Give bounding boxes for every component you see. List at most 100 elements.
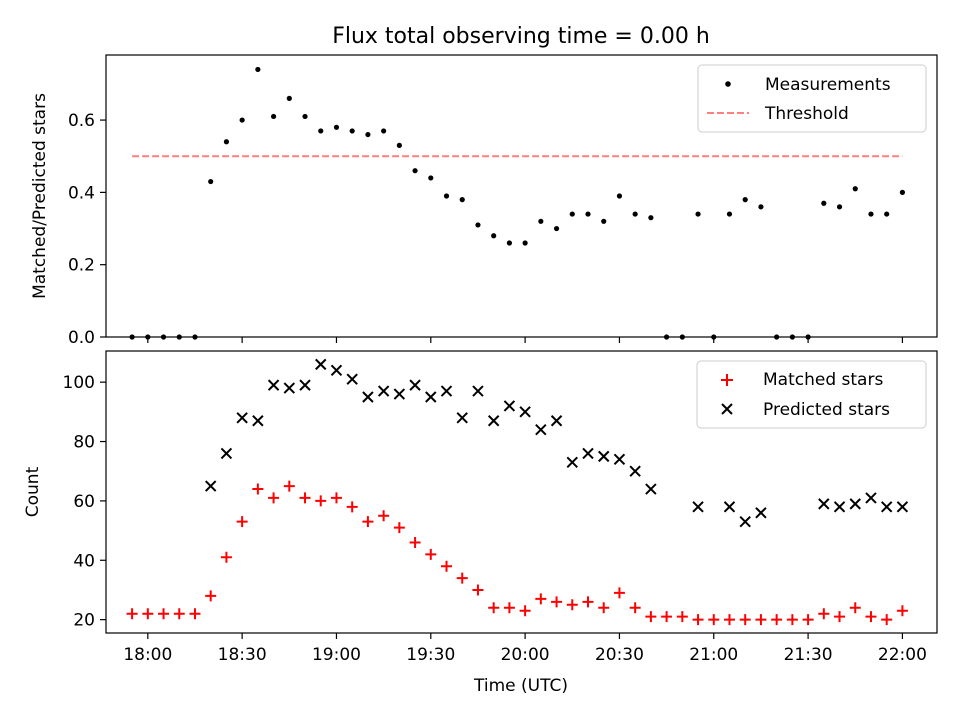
measurement-point	[553, 225, 560, 232]
measurement-point	[428, 175, 434, 181]
legend-predicted-label: Predicted stars	[763, 400, 890, 420]
matched-star-point	[786, 614, 798, 626]
predicted-star-point	[377, 385, 390, 397]
predicted-star-point	[833, 501, 846, 513]
measurement-point	[208, 178, 214, 185]
measurement-point	[475, 222, 481, 228]
predicted-star-point	[645, 483, 657, 495]
bottom-y-tick-label-3: 80	[73, 433, 95, 453]
predicted-star-point	[487, 415, 500, 427]
matched-star-point	[330, 492, 342, 504]
bottom-y-axis-label: Count	[23, 466, 43, 517]
measurement-point	[852, 186, 858, 192]
matched-star-point	[488, 602, 500, 614]
matched-star-point	[283, 480, 295, 492]
measurement-point	[648, 215, 654, 221]
predicted-star-point	[723, 501, 736, 513]
measurement-point	[176, 334, 182, 340]
predicted-star-point	[519, 406, 531, 418]
bottom-y-tick-label-0: 20	[73, 611, 95, 631]
x-tick-label-2: 19:00	[312, 645, 361, 665]
top-y-tick-label-0: 0.0	[68, 328, 95, 348]
measurement-point	[774, 334, 780, 340]
matched-star-point	[441, 560, 453, 572]
measurement-point	[632, 211, 638, 217]
matched-star-point	[739, 614, 751, 626]
predicted-star-point	[755, 507, 767, 519]
matched-star-point	[849, 602, 861, 614]
measurement-point	[585, 211, 591, 217]
matched-star-point	[456, 572, 468, 584]
legend-measurements-label: Measurements	[765, 75, 891, 95]
top-y-tick-label-3: 0.6	[68, 111, 95, 131]
measurement-point	[805, 334, 811, 340]
predicted-star-point	[535, 423, 547, 436]
predicted-star-point	[252, 415, 264, 427]
matched-star-point	[708, 614, 720, 626]
predicted-star-point	[346, 373, 358, 385]
matched-star-point	[378, 510, 390, 522]
predicted-star-point	[409, 379, 421, 391]
matched-star-point	[472, 584, 484, 596]
matched-star-point	[346, 501, 358, 513]
legend-measurements-marker	[725, 81, 731, 87]
matched-star-point	[425, 548, 437, 560]
measurement-point	[459, 197, 465, 203]
matched-star-point	[409, 536, 421, 548]
matched-star-point	[818, 608, 830, 620]
predicted-star-point	[818, 498, 830, 510]
x-tick-label-5: 20:30	[595, 645, 644, 665]
measurement-point	[396, 142, 402, 148]
measurement-point	[601, 218, 607, 224]
measurement-point	[381, 128, 387, 134]
predicted-star-point	[204, 480, 217, 492]
matched-star-point	[315, 495, 327, 507]
matched-star-point	[142, 608, 154, 620]
measurement-point	[726, 211, 733, 217]
top-axes-frame	[105, 54, 938, 338]
x-tick-label-6: 21:00	[689, 645, 738, 665]
legend-threshold-label: Threshold	[764, 104, 849, 124]
x-tick-label-7: 21:30	[784, 645, 833, 665]
predicted-star-point	[220, 447, 233, 460]
matched-star-point	[881, 614, 893, 626]
matched-star-point	[519, 605, 531, 617]
measurement-point	[443, 193, 450, 199]
top-legend: Measurements Threshold	[697, 64, 927, 133]
predicted-star-point	[393, 388, 406, 400]
matched-star-point	[896, 605, 908, 617]
top-y-tick-label-2: 0.4	[68, 183, 95, 203]
measurement-point	[695, 211, 701, 217]
matched-star-point	[362, 516, 374, 528]
predicted-star-point	[456, 412, 468, 424]
predicted-star-point	[896, 501, 909, 513]
measurement-point	[868, 211, 874, 217]
predicted-star-point	[236, 412, 248, 424]
predicted-star-point	[425, 391, 437, 403]
matched-star-point	[582, 596, 594, 608]
predicted-star-point	[692, 501, 704, 513]
matched-star-point	[252, 483, 264, 495]
matched-star-point	[236, 516, 248, 528]
predicted-star-point	[629, 465, 641, 477]
measurement-point	[491, 233, 497, 239]
matched-star-point	[535, 593, 547, 605]
matched-star-point	[503, 602, 515, 614]
measurement-point	[318, 128, 324, 134]
measurement-point	[789, 334, 795, 340]
predicted-star-point	[362, 391, 374, 403]
measurement-point	[899, 189, 906, 195]
matched-star-point	[189, 608, 201, 620]
measurement-point	[569, 211, 575, 217]
matched-star-point	[393, 522, 405, 534]
predicted-star-point	[849, 498, 861, 510]
matched-star-point	[126, 608, 138, 620]
measurement-point	[821, 200, 827, 206]
bottom-panel: Count Time (UTC)	[23, 350, 938, 696]
predicted-star-point	[472, 385, 484, 397]
x-tick-label-4: 20:00	[501, 645, 550, 665]
measurement-point	[333, 124, 340, 130]
matched-star-point	[645, 611, 657, 623]
matched-star-point	[566, 599, 578, 611]
measurement-point	[758, 204, 764, 210]
